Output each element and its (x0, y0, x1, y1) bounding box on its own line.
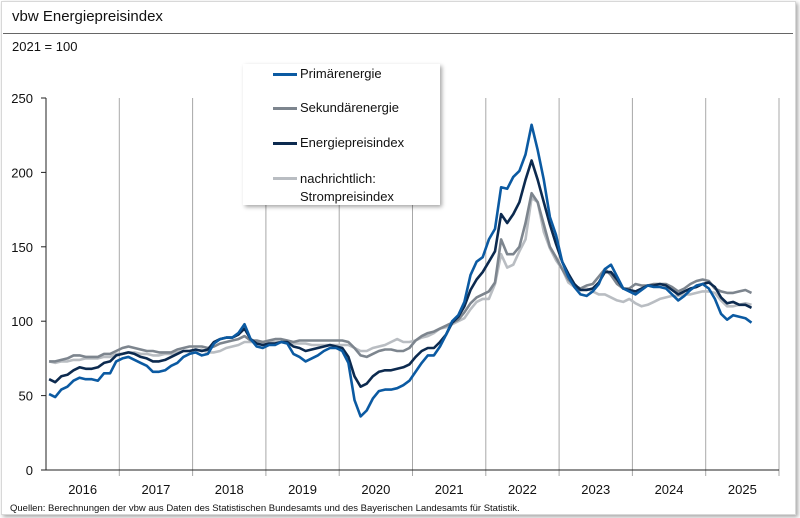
legend-label: Primärenergie (300, 66, 382, 81)
legend-item-energiepreisindex: Energiepreisindex (273, 135, 404, 150)
y-tick-label: 50 (19, 389, 33, 404)
legend-label: Energiepreisindex (300, 135, 405, 150)
x-tick-label: 2021 (435, 482, 464, 497)
x-tick-label: 2022 (508, 482, 537, 497)
chart-title: vbw Energiepreisindex (12, 8, 163, 25)
x-tick-label: 2016 (68, 482, 97, 497)
legend-swatch (273, 142, 297, 145)
y-tick-label: 150 (11, 240, 33, 255)
series-line-prim-renergie (48, 123, 753, 418)
series-line-energiepreisindex (48, 159, 753, 389)
legend: Primärenergie Sekundärenergie Energiepre… (243, 64, 440, 205)
series-line-sekund-renergie (49, 191, 753, 363)
x-tick-label: 2017 (141, 482, 170, 497)
y-tick-label: 200 (11, 165, 33, 180)
legend-item-strompreisindex: nachrichtlich: Strompreisindex (273, 170, 394, 206)
legend-swatch (273, 107, 297, 110)
x-tick-label: 2020 (361, 482, 390, 497)
chart-subtitle: 2021 = 100 (12, 39, 78, 54)
x-tick-label: 2019 (288, 482, 317, 497)
legend-swatch (273, 177, 297, 180)
legend-label-line2: Strompreisindex (300, 189, 394, 204)
x-tick-label: 2024 (655, 482, 684, 497)
source-note: Quellen: Berechnungen der vbw aus Daten … (10, 503, 520, 514)
legend-item-primaerenergie: Primärenergie (273, 66, 382, 81)
y-tick-label: 250 (11, 91, 33, 106)
legend-swatch (273, 73, 297, 76)
series-line-nachrichtlich-strompreisindex (48, 196, 752, 365)
legend-item-sekundaerenergie: Sekundärenergie (273, 100, 399, 115)
title-divider (3, 33, 793, 34)
legend-label: nachrichtlich: Strompreisindex (300, 170, 394, 206)
x-tick-label: 2018 (215, 482, 244, 497)
legend-label: Sekundärenergie (300, 100, 400, 115)
y-tick-label: 100 (11, 314, 33, 329)
x-tick-label: 2025 (728, 482, 757, 497)
x-tick-label: 2023 (581, 482, 610, 497)
legend-label-line1: nachrichtlich: (300, 171, 376, 186)
y-tick-label: 0 (26, 463, 33, 478)
